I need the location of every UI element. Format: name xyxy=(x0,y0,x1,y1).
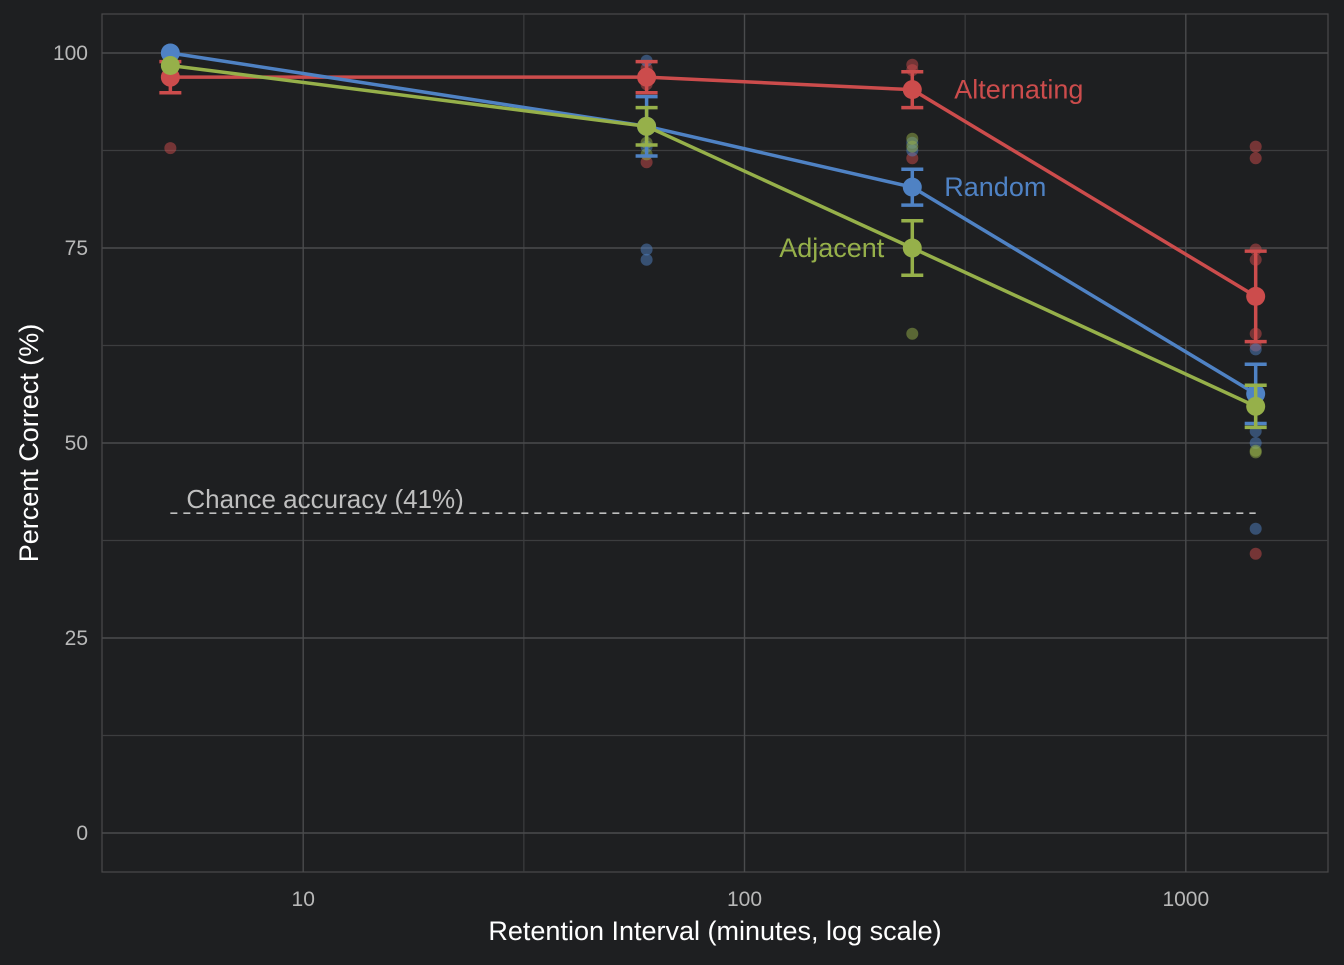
mean-point-random xyxy=(902,177,922,197)
mean-point-adjacent xyxy=(902,238,922,258)
x-axis-label: Retention Interval (minutes, log scale) xyxy=(488,916,941,946)
y-tick-label: 50 xyxy=(65,432,88,455)
mean-point-adjacent xyxy=(160,55,180,75)
y-axis-label: Percent Correct (%) xyxy=(14,324,44,563)
individual-point-adjacent xyxy=(1249,446,1262,459)
series-line-adjacent xyxy=(170,63,1257,408)
individual-point-adjacent xyxy=(906,140,919,153)
individual-point-alternating xyxy=(1249,152,1262,165)
chance-reference-label: Chance accuracy (41%) xyxy=(186,484,463,514)
individual-point-adjacent xyxy=(906,327,919,340)
individual-point-alternating xyxy=(164,142,177,155)
individual-point-random xyxy=(1249,343,1262,356)
axes: 10 100 1000 0 25 50 75 100 xyxy=(53,42,1209,911)
mean-point-alternating xyxy=(637,67,657,87)
series-labels: Alternating Random Adjacent xyxy=(779,75,1083,263)
series-group xyxy=(159,43,1267,430)
y-tick-label: 25 xyxy=(65,627,88,650)
individual-point-random xyxy=(1249,522,1262,535)
x-tick-label: 100 xyxy=(727,888,762,911)
y-tick-label: 0 xyxy=(76,822,88,845)
individual-point-random xyxy=(640,243,653,256)
mean-point-alternating xyxy=(902,80,922,100)
individual-point-alternating xyxy=(1249,547,1262,560)
grid xyxy=(101,13,1329,873)
mean-point-alternating xyxy=(1246,286,1266,306)
mean-point-adjacent xyxy=(637,116,657,136)
y-tick-label: 100 xyxy=(53,42,88,65)
individual-point-alternating xyxy=(1249,140,1262,153)
series-line-alternating xyxy=(170,75,1257,298)
y-tick-label: 75 xyxy=(65,237,88,260)
series-label-random: Random xyxy=(944,172,1046,202)
x-tick-label: 10 xyxy=(292,888,315,911)
series-label-adjacent: Adjacent xyxy=(779,233,885,263)
series-line-random xyxy=(170,51,1257,396)
series-label-alternating: Alternating xyxy=(954,75,1083,105)
x-tick-label: 1000 xyxy=(1162,888,1209,911)
individual-points xyxy=(164,47,1262,560)
individual-point-random xyxy=(640,253,653,266)
mean-point-adjacent xyxy=(1246,396,1266,416)
reference-line-group: Chance accuracy (41%) xyxy=(170,484,1256,514)
